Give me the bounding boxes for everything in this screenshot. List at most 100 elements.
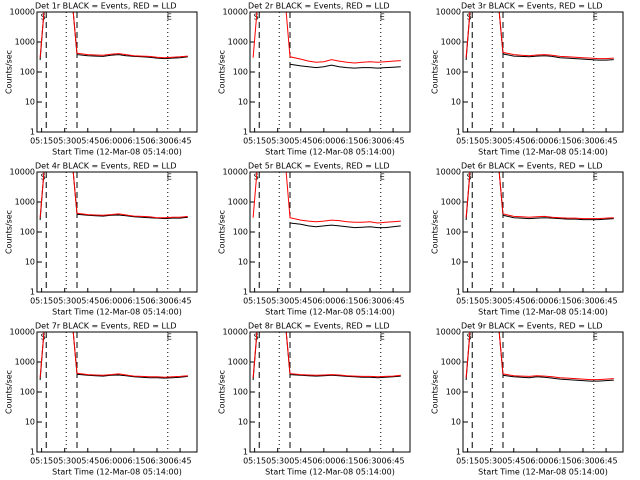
- y-tick-label: 10000: [223, 8, 248, 17]
- x-tick-label: 06:00: [525, 297, 548, 306]
- series-line: [465, 332, 614, 381]
- y-tick-label: 1: [456, 448, 461, 457]
- annotation: E: [380, 13, 385, 22]
- annotation: E: [167, 173, 172, 182]
- annotation: E: [593, 173, 598, 182]
- panel-title: Det 7r BLACK = Events, RED = LLD: [35, 322, 177, 331]
- x-axis-label: Start Time (12-Mar-08 05:14:00): [52, 308, 182, 317]
- series-line: [252, 332, 401, 378]
- series-line: [39, 172, 188, 221]
- x-axis-label: Start Time (12-Mar-08 05:14:00): [265, 468, 395, 477]
- y-tick-label: 100: [233, 388, 248, 397]
- series-line: [465, 172, 614, 221]
- y-tick-label: 100: [20, 68, 35, 77]
- series-line: [39, 332, 188, 381]
- annotation: E: [380, 333, 385, 342]
- y-tick-label: 100: [446, 68, 461, 77]
- y-tick-label: 1000: [15, 198, 35, 207]
- plot-frame: [462, 171, 624, 293]
- x-tick-label: 05:45: [76, 297, 99, 306]
- x-tick-label: 06:15: [548, 137, 571, 146]
- x-tick-label: 05:30: [479, 137, 502, 146]
- panel: Det 1r BLACK = Events, RED = LLD Start Ti…: [5, 2, 198, 157]
- x-tick-label: 05:45: [76, 137, 99, 146]
- x-tick-label: 06:15: [335, 457, 358, 466]
- series-line: [465, 12, 614, 61]
- y-axis-label: Counts/sec: [218, 370, 227, 414]
- y-tick-label: 1: [243, 288, 248, 297]
- x-tick-label: 06:15: [335, 297, 358, 306]
- x-tick-label: 06:30: [571, 297, 594, 306]
- panel: Det 6r BLACK = Events, RED = LLD Start Ti…: [431, 162, 624, 317]
- x-tick-label: 05:15: [30, 297, 53, 306]
- panel-title: Det 8r BLACK = Events, RED = LLD: [248, 322, 390, 331]
- y-tick-label: 10: [451, 418, 461, 427]
- y-axis-label: Counts/sec: [218, 210, 227, 254]
- y-tick-label: 10000: [436, 328, 461, 337]
- x-tick-label: 06:30: [571, 137, 594, 146]
- x-tick-label: 05:45: [289, 297, 312, 306]
- x-axis-label: Start Time (12-Mar-08 05:14:00): [265, 148, 395, 157]
- y-tick-label: 1000: [441, 38, 461, 47]
- plot-frame: [36, 171, 198, 293]
- x-tick-label: 06:15: [122, 457, 145, 466]
- x-tick-label: 05:45: [502, 297, 525, 306]
- x-tick-label: 06:00: [525, 457, 548, 466]
- x-tick-label: 06:45: [382, 137, 405, 146]
- x-tick-label: 05:15: [243, 297, 266, 306]
- series-line: [39, 12, 188, 59]
- x-tick-label: 06:15: [548, 457, 571, 466]
- x-tick-label: 06:00: [312, 297, 335, 306]
- x-tick-label: 06:45: [382, 457, 405, 466]
- panel: Det 8r BLACK = Events, RED = LLD Start Ti…: [218, 322, 411, 477]
- panel: Det 4r BLACK = Events, RED = LLD Start Ti…: [5, 162, 198, 317]
- x-axis-label: Start Time (12-Mar-08 05:14:00): [52, 148, 182, 157]
- y-tick-label: 1000: [15, 358, 35, 367]
- y-tick-label: 1000: [228, 38, 248, 47]
- x-tick-label: 06:15: [335, 137, 358, 146]
- y-tick-label: 100: [20, 228, 35, 237]
- x-tick-label: 05:30: [266, 137, 289, 146]
- panel-title: Det 6r BLACK = Events, RED = LLD: [461, 162, 603, 171]
- y-tick-label: 1: [243, 128, 248, 137]
- panel: Det 5r BLACK = Events, RED = LLD Start Ti…: [218, 162, 411, 317]
- x-tick-label: 06:45: [595, 457, 618, 466]
- x-tick-label: 06:15: [548, 297, 571, 306]
- x-tick-label: 06:30: [145, 457, 168, 466]
- x-tick-label: 06:00: [312, 137, 335, 146]
- y-tick-label: 100: [233, 228, 248, 237]
- x-tick-label: 06:45: [169, 297, 192, 306]
- y-axis-label: Counts/sec: [5, 50, 14, 94]
- y-tick-label: 10000: [436, 8, 461, 17]
- x-tick-label: 06:00: [312, 457, 335, 466]
- panel: Det 7r BLACK = Events, RED = LLD Start Ti…: [5, 322, 198, 477]
- y-axis-label: Counts/sec: [218, 50, 227, 94]
- x-tick-label: 06:45: [595, 137, 618, 146]
- annotation: E: [167, 13, 172, 22]
- y-tick-label: 10: [238, 418, 248, 427]
- plot-frame: [462, 11, 624, 133]
- x-tick-label: 05:30: [479, 297, 502, 306]
- y-tick-label: 10: [451, 98, 461, 107]
- x-tick-label: 06:00: [99, 297, 122, 306]
- y-tick-label: 1000: [441, 198, 461, 207]
- y-tick-label: 100: [20, 388, 35, 397]
- plot-frame: [249, 171, 411, 293]
- y-tick-label: 1000: [15, 38, 35, 47]
- y-tick-label: 10: [25, 98, 35, 107]
- series-line: [39, 172, 188, 219]
- annotation: E: [593, 333, 598, 342]
- annotation: E: [380, 173, 385, 182]
- y-tick-label: 1: [30, 128, 35, 137]
- panel-title: Det 5r BLACK = Events, RED = LLD: [248, 162, 390, 171]
- y-tick-label: 1: [243, 448, 248, 457]
- x-tick-label: 06:45: [169, 457, 192, 466]
- x-axis-label: Start Time (12-Mar-08 05:14:00): [478, 148, 608, 157]
- y-tick-label: 10000: [436, 168, 461, 177]
- y-tick-label: 1: [30, 448, 35, 457]
- x-axis-label: Start Time (12-Mar-08 05:14:00): [52, 468, 182, 477]
- panel-title: Det 3r BLACK = Events, RED = LLD: [461, 2, 603, 11]
- y-tick-label: 100: [446, 228, 461, 237]
- y-tick-label: 10: [238, 98, 248, 107]
